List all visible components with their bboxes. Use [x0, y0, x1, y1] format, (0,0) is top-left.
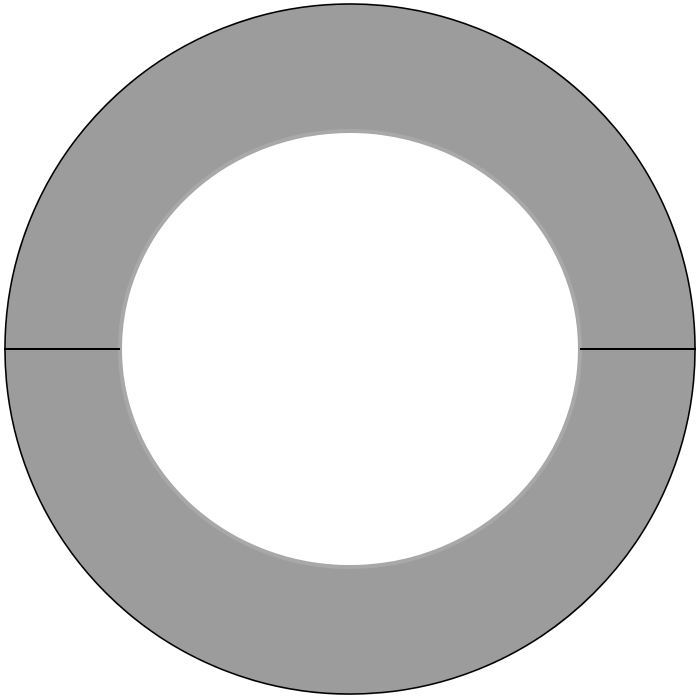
- annulus-upper-half: [4, 3, 696, 349]
- annulus-lower-half: [4, 349, 696, 695]
